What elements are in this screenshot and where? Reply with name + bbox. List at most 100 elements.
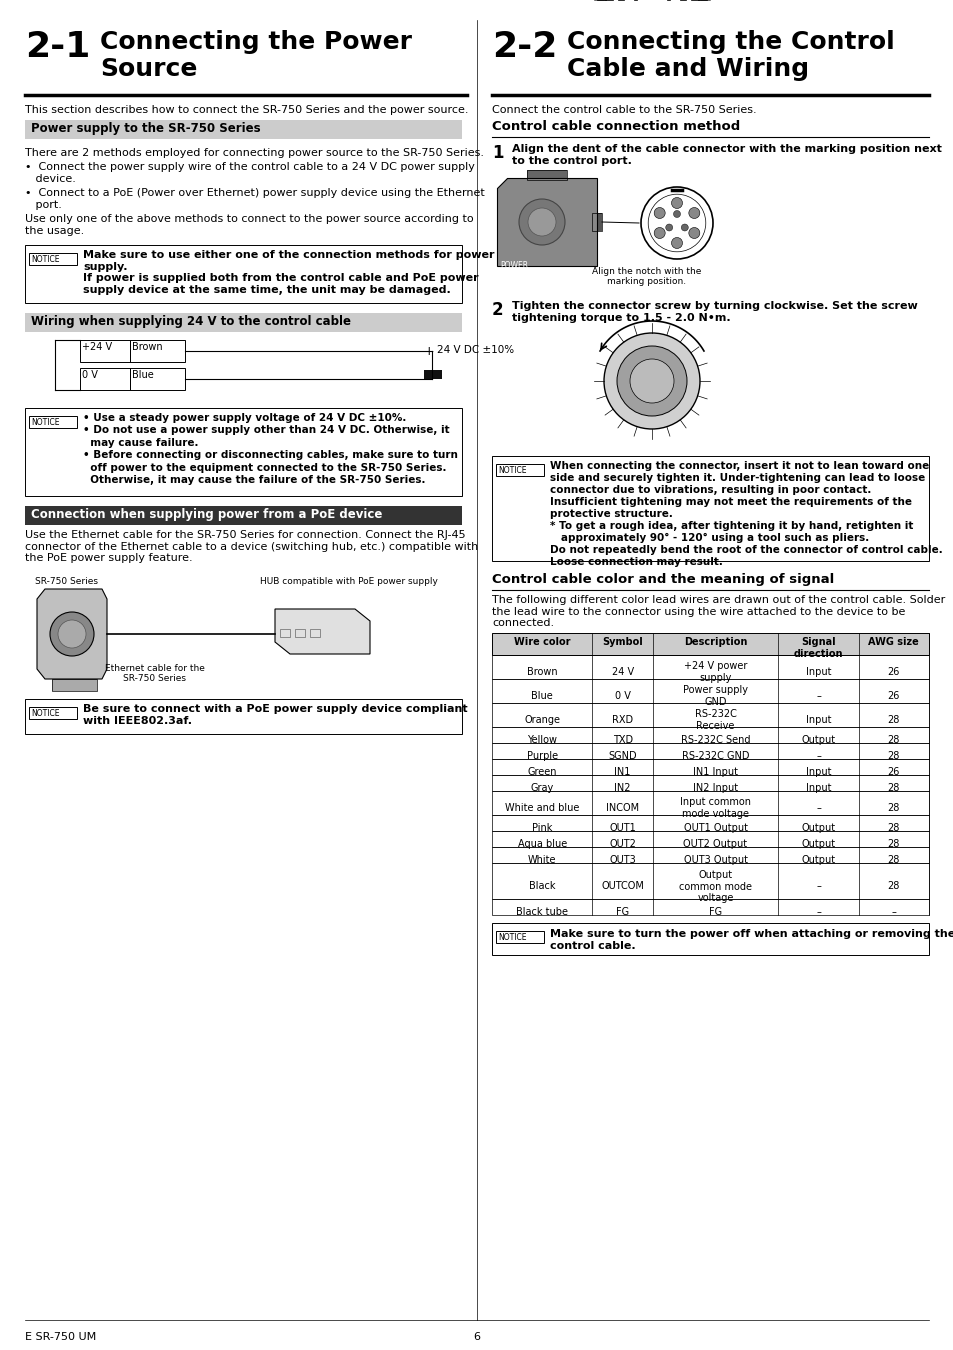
Bar (29, 416, 77, 428)
Text: IN1: IN1 (614, 767, 630, 778)
Text: Make sure to use either one of the connection methods for power
supply.: Make sure to use either one of the conne… (83, 250, 494, 271)
Text: NOTICE: NOTICE (30, 418, 59, 427)
Text: –: – (815, 691, 821, 701)
Text: 28: 28 (886, 751, 899, 761)
Text: SGND: SGND (608, 751, 637, 761)
Text: Be sure to connect with a PoE power supply device compliant
with IEEE802.3af.: Be sure to connect with a PoE power supp… (83, 703, 467, 725)
Circle shape (527, 208, 556, 236)
Text: Black tube: Black tube (516, 907, 568, 917)
Text: • Use a steady power supply voltage of 24 V DC ±10%.
• Do not use a power supply: • Use a steady power supply voltage of 2… (83, 413, 457, 485)
Text: Brown: Brown (526, 667, 557, 676)
Text: –: – (890, 907, 895, 917)
Text: Green: Green (527, 767, 557, 778)
Bar (592, 213, 601, 231)
Text: Input: Input (805, 767, 830, 778)
Text: +24 V power
supply: +24 V power supply (683, 662, 746, 683)
Text: +: + (423, 346, 435, 358)
Bar (130, 369, 185, 390)
Text: 28: 28 (886, 716, 899, 725)
Text: Input: Input (805, 667, 830, 676)
Text: 28: 28 (886, 783, 899, 792)
Text: Black: Black (528, 882, 555, 891)
Text: White and blue: White and blue (504, 803, 578, 813)
Circle shape (680, 224, 687, 231)
Bar (492, 775, 928, 791)
Text: 26: 26 (886, 691, 899, 701)
Bar (492, 743, 928, 759)
Circle shape (603, 333, 700, 429)
Text: Input common
mode voltage: Input common mode voltage (679, 798, 750, 819)
Bar (25, 313, 461, 332)
Text: Align the notch with the
marking position.: Align the notch with the marking positio… (592, 267, 701, 286)
Text: NOTICE: NOTICE (497, 466, 526, 475)
Circle shape (518, 198, 564, 244)
Bar (496, 464, 543, 477)
Text: –: – (815, 882, 821, 891)
Text: Tighten the connector screw by turning clockwise. Set the screw
tightening torqu: Tighten the connector screw by turning c… (512, 301, 917, 323)
Text: RS-232C Send: RS-232C Send (680, 734, 749, 745)
Text: Blue: Blue (531, 691, 553, 701)
Text: Orange: Orange (524, 716, 559, 725)
Text: +24 V: +24 V (82, 342, 112, 352)
Text: 26: 26 (886, 667, 899, 676)
Text: 28: 28 (886, 734, 899, 745)
Bar (25, 506, 461, 525)
Text: Ethernet cable for the
SR-750 Series: Ethernet cable for the SR-750 Series (105, 664, 205, 683)
Text: –: – (815, 907, 821, 917)
Text: 28: 28 (886, 882, 899, 891)
Bar (25, 408, 461, 495)
Bar (492, 899, 928, 915)
Text: –: – (815, 751, 821, 761)
Text: Blue: Blue (132, 370, 153, 379)
Text: Input: Input (805, 783, 830, 792)
Text: 28: 28 (886, 824, 899, 833)
Bar (492, 815, 928, 832)
Bar (492, 633, 928, 655)
Bar (492, 655, 928, 679)
Text: Output: Output (801, 734, 835, 745)
Text: Output
common mode
voltage: Output common mode voltage (679, 869, 751, 903)
Bar (29, 707, 77, 720)
Bar (130, 340, 185, 362)
Text: Control cable connection method: Control cable connection method (492, 120, 740, 134)
Text: TXD: TXD (612, 734, 632, 745)
Bar (492, 703, 928, 728)
Circle shape (629, 359, 673, 404)
Text: OUT1: OUT1 (609, 824, 636, 833)
Text: –: – (815, 803, 821, 813)
Text: When connecting the connector, insert it not to lean toward one
side and securel: When connecting the connector, insert it… (550, 460, 942, 567)
Text: Signal
direction: Signal direction (793, 637, 842, 659)
Polygon shape (274, 609, 370, 653)
Text: IN2: IN2 (614, 783, 630, 792)
Bar (25, 699, 461, 734)
Text: This section describes how to connect the SR-750 Series and the power source.: This section describes how to connect th… (25, 105, 468, 115)
Text: Aqua blue: Aqua blue (517, 838, 566, 849)
Bar (492, 863, 928, 899)
Bar (310, 629, 319, 637)
Circle shape (617, 346, 686, 416)
Text: Use only one of the above methods to connect to the power source according to
th: Use only one of the above methods to con… (25, 215, 473, 236)
Text: Brown: Brown (132, 342, 162, 352)
Text: OUT2 Output: OUT2 Output (682, 838, 747, 849)
Text: NOTICE: NOTICE (30, 709, 59, 718)
Text: 28: 28 (886, 803, 899, 813)
Text: Control cable color and the meaning of signal: Control cable color and the meaning of s… (492, 572, 833, 586)
Polygon shape (497, 178, 597, 266)
Text: OUT2: OUT2 (609, 838, 636, 849)
Circle shape (671, 197, 681, 208)
Bar (294, 629, 305, 637)
Bar (492, 728, 928, 743)
Circle shape (640, 188, 712, 259)
Text: •  Connect the power supply wire of the control cable to a 24 V DC power supply
: • Connect the power supply wire of the c… (25, 162, 475, 184)
Text: OUT1 Output: OUT1 Output (682, 824, 747, 833)
Circle shape (58, 620, 86, 648)
Bar (492, 832, 928, 846)
Circle shape (665, 224, 672, 231)
Text: 28: 28 (886, 855, 899, 865)
Text: 28: 28 (886, 838, 899, 849)
Bar (492, 679, 928, 703)
Bar (592, 213, 601, 231)
Text: Output: Output (801, 824, 835, 833)
Bar (25, 120, 461, 139)
Text: INCOM: INCOM (605, 803, 639, 813)
